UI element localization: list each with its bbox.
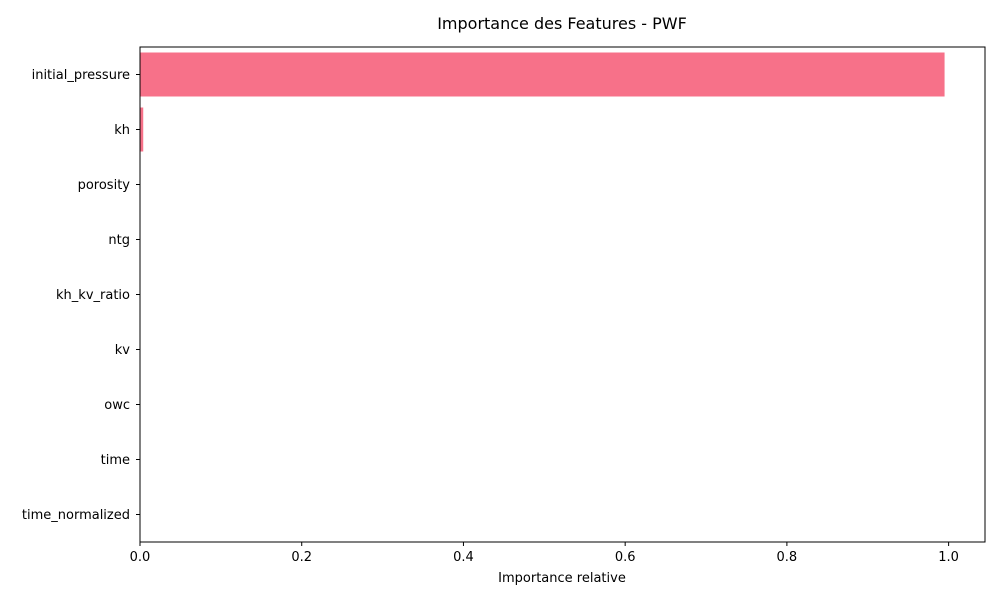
y-tick-label: kv [115,343,131,358]
x-tick-label: 0.4 [453,550,474,565]
x-ticks-layer: 0.0 0.2 0.4 0.6 0.8 1.0 [130,542,959,565]
x-tick-label: 0.0 [130,550,151,565]
x-tick-label: 1.0 [938,550,959,565]
bar-initial-pressure [140,52,945,97]
y-tick-label: kh_kv_ratio [56,288,130,303]
x-axis-label: Importance relative [498,571,626,586]
y-tick-label: time [101,453,130,468]
y-tick-label: owc [104,398,130,413]
x-tick-label: 0.2 [291,550,312,565]
y-tick-label: kh [114,123,130,138]
axes-layer [139,46,986,543]
y-tick-label: porosity [78,178,131,193]
y-tick-label: ntg [108,233,130,248]
y-tick-label: initial_pressure [32,68,130,83]
x-tick-label: 0.6 [615,550,636,565]
bars-layer [140,52,945,152]
chart-title: Importance des Features - PWF [437,14,687,33]
y-tick-label: time_normalized [22,508,130,523]
plot-frame [139,46,986,543]
bar-kh [140,107,144,152]
x-tick-label: 0.8 [777,550,798,565]
